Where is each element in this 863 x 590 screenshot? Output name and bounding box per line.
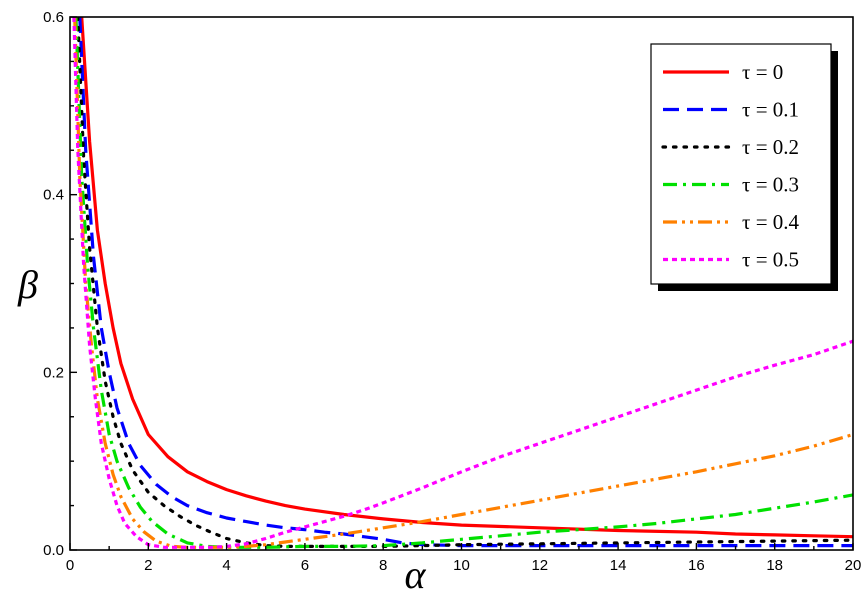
y-tick-label: 0.0	[43, 542, 64, 559]
legend: τ = 0 τ = 0.1 τ = 0.2 τ = 0.3 τ = 0.4 τ = 0.5	[650, 43, 838, 291]
y-tick-label: 0.2	[43, 364, 64, 381]
legend-label-3: τ = 0.3	[742, 173, 799, 197]
legend-label-1: τ = 0.1	[742, 98, 799, 122]
axes-layer: 0 2 4 6 8 10 12 14 16 18 20 0.0 0.2 0.4 0.6 α β	[17, 9, 861, 590]
x-tick-label: 4	[222, 557, 230, 574]
series-line-0	[80, 17, 853, 539]
series-line-3	[74, 17, 853, 549]
y-tick-label: 0.4	[43, 187, 64, 204]
x-tick-label: 18	[766, 557, 783, 574]
legend-label-2: τ = 0.2	[742, 135, 799, 159]
x-tick-label: 2	[144, 557, 152, 574]
series-line-4	[73, 17, 853, 549]
x-tick-label: 8	[379, 557, 387, 574]
series-line-2	[76, 17, 853, 549]
x-tick-label: 16	[688, 557, 705, 574]
x-tick-label: 6	[301, 557, 309, 574]
x-tick-label: 14	[610, 557, 627, 574]
legend-box	[650, 43, 832, 285]
x-tick-label: 0	[66, 557, 74, 574]
x-tick-label: 10	[453, 557, 470, 574]
x-tick-label: 12	[531, 557, 548, 574]
legend-label-0: τ = 0	[742, 60, 783, 84]
legend-label-5: τ = 0.5	[742, 248, 799, 272]
y-tick-label: 0.6	[43, 9, 64, 26]
x-axis-title: α	[405, 552, 427, 590]
series-layer	[72, 17, 853, 549]
y-axis-title: β	[17, 262, 38, 307]
x-tick-label: 20	[845, 557, 862, 574]
legend-label-4: τ = 0.4	[742, 210, 800, 234]
